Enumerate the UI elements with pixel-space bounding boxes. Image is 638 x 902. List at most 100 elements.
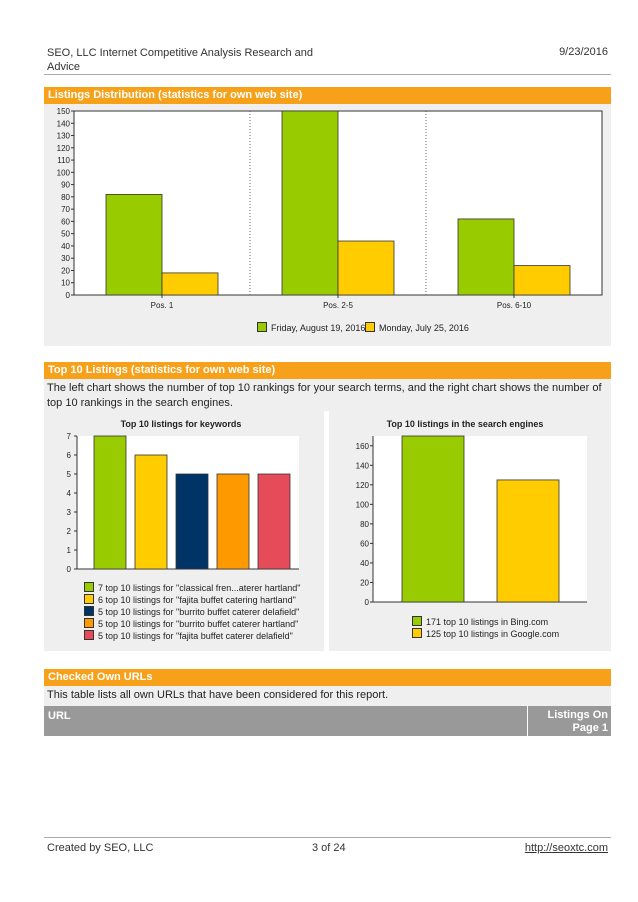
legend-label: 125 top 10 listings in Google.com — [426, 629, 560, 639]
keywords-chart: Top 10 listings for keywords 0 1 2 3 4 5 6 7 — [67, 419, 299, 574]
bar-1 — [161, 272, 219, 296]
bar-1 — [337, 240, 395, 296]
legend-label: 6 top 10 listings for "fajita buffet cat… — [98, 595, 296, 605]
keywords-legend: 7 top 10 listings for "classical fren...… — [84, 582, 301, 642]
urls-table-header: URL Listings On Page 1 — [44, 706, 611, 736]
chart1-legend-item-0: Friday, August 19, 2016 — [257, 322, 365, 334]
legend-swatch — [84, 582, 94, 592]
bar — [496, 479, 560, 603]
y-tick-label: 1 — [67, 546, 72, 555]
legend-swatch — [84, 594, 94, 604]
y-tick-label: 50 — [61, 230, 70, 239]
y-tick-label: 100 — [356, 500, 370, 509]
legend-swatch — [365, 322, 375, 332]
legend-swatch — [84, 606, 94, 616]
bar-0 — [105, 194, 163, 296]
y-tick-label: 60 — [61, 217, 70, 226]
y-tick-label: 70 — [61, 205, 70, 214]
y-tick-label: 150 — [57, 107, 71, 116]
bar-0 — [281, 110, 339, 296]
column-header-url[interactable]: URL — [48, 710, 71, 722]
legend-swatch — [412, 628, 422, 638]
bar — [216, 473, 250, 570]
y-tick-label: 100 — [57, 168, 71, 177]
engines-chart-panel: Top 10 listings in the search engines 0 20… — [329, 411, 611, 651]
y-tick-label: 2 — [67, 527, 72, 536]
document-date: 9/23/2016 — [559, 46, 608, 58]
listings-distribution-chart: 0 10 20 30 40 50 60 70 80 90 100 110 120 130 140 150 Pos… — [57, 107, 603, 310]
keywords-legend-item: 5 top 10 listings for "burrito buffet ca… — [84, 618, 301, 630]
legend-label: Monday, July 25, 2016 — [379, 323, 469, 333]
footer-divider — [44, 837, 611, 838]
keywords-legend-item: 5 top 10 listings for "fajita buffet cat… — [84, 630, 301, 642]
y-tick-label: 6 — [67, 451, 72, 460]
keywords-chart-panel: Top 10 listings for keywords 0 1 2 3 4 5 6 7 7 t… — [44, 411, 324, 651]
checked-urls-description-panel: This table lists all own URLs that have … — [44, 686, 611, 706]
x-tick-label: Pos. 2-5 — [323, 301, 353, 310]
footer-page-number: 3 of 24 — [312, 842, 346, 854]
bar — [401, 435, 465, 603]
bar — [93, 435, 127, 570]
y-tick-label: 0 — [66, 291, 71, 300]
y-tick-label: 3 — [67, 508, 72, 517]
y-tick-label: 30 — [61, 254, 70, 263]
y-tick-label: 60 — [360, 539, 369, 548]
y-tick-label: 0 — [67, 565, 72, 574]
y-tick-label: 120 — [356, 481, 370, 490]
listings-distribution-panel: 0 10 20 30 40 50 60 70 80 90 100 110 120 130 140 150 Pos… — [44, 104, 611, 346]
y-tick-label: 120 — [57, 144, 71, 153]
bar — [175, 473, 209, 570]
section-title-checked-urls: Checked Own URLs — [44, 669, 611, 686]
y-tick-label: 140 — [57, 119, 71, 128]
bar — [257, 473, 291, 570]
top10-description-panel: The left chart shows the number of top 1… — [44, 379, 611, 411]
y-tick-label: 130 — [57, 132, 71, 141]
x-tick-label: Pos. 6-10 — [497, 301, 532, 310]
y-tick-label: 80 — [61, 193, 70, 202]
document-title: SEO, LLC Internet Competitive Analysis R… — [47, 47, 313, 73]
bar-1 — [513, 265, 571, 296]
chart-title: Top 10 listings for keywords — [121, 419, 242, 429]
engines-legend-item: 125 top 10 listings in Google.com — [412, 628, 559, 640]
y-tick-label: 10 — [61, 279, 70, 288]
engines-chart: Top 10 listings in the search engines 0 20… — [356, 419, 587, 607]
y-tick-label: 40 — [61, 242, 70, 251]
legend-label: 5 top 10 listings for "fajita buffet cat… — [98, 631, 293, 641]
footer-created-by: Created by SEO, LLC — [47, 842, 154, 854]
footer-link[interactable]: http://seoxtc.com — [524, 842, 608, 854]
y-tick-label: 4 — [67, 489, 72, 498]
legend-label: 7 top 10 listings for "classical fren...… — [98, 583, 301, 593]
y-tick-label: 80 — [360, 520, 369, 529]
legend-label: 5 top 10 listings for "burrito buffet ca… — [98, 619, 299, 629]
keywords-legend-item: 7 top 10 listings for "classical fren...… — [84, 582, 301, 594]
top10-description: The left chart shows the number of top 1… — [47, 382, 602, 409]
y-tick-label: 140 — [356, 461, 370, 470]
legend-label: 5 top 10 listings for "burrito buffet ca… — [98, 607, 300, 617]
engines-legend-item: 171 top 10 listings in Bing.com — [412, 616, 559, 628]
y-tick-label: 7 — [67, 432, 72, 441]
header-divider — [44, 74, 611, 75]
keywords-legend-item: 5 top 10 listings for "burrito buffet ca… — [84, 606, 301, 618]
y-tick-label: 5 — [67, 470, 72, 479]
legend-swatch — [84, 630, 94, 640]
y-tick-label: 20 — [360, 578, 369, 587]
y-tick-label: 90 — [61, 181, 70, 190]
y-tick-label: 110 — [57, 156, 70, 165]
legend-swatch — [257, 322, 267, 332]
y-tick-label: 20 — [61, 266, 70, 275]
column-divider — [527, 706, 528, 736]
section-title-listings-distribution: Listings Distribution (statistics for ow… — [44, 87, 611, 104]
section-title-top10-listings: Top 10 Listings (statistics for own web … — [44, 362, 611, 379]
bar-0 — [457, 218, 515, 296]
legend-swatch — [412, 616, 422, 626]
chart-title: Top 10 listings in the search engines — [387, 419, 544, 429]
bar — [134, 454, 168, 570]
keywords-legend-item: 6 top 10 listings for "fajita buffet cat… — [84, 594, 301, 606]
chart1-legend-item-1: Monday, July 25, 2016 — [365, 322, 469, 334]
column-header-listings[interactable]: Listings On Page 1 — [547, 709, 609, 734]
y-tick-label: 0 — [365, 598, 370, 607]
x-tick-label: Pos. 1 — [151, 301, 174, 310]
legend-label: 171 top 10 listings in Bing.com — [426, 617, 549, 627]
engines-legend: 171 top 10 listings in Bing.com 125 top … — [412, 616, 559, 640]
y-tick-label: 160 — [356, 442, 370, 451]
